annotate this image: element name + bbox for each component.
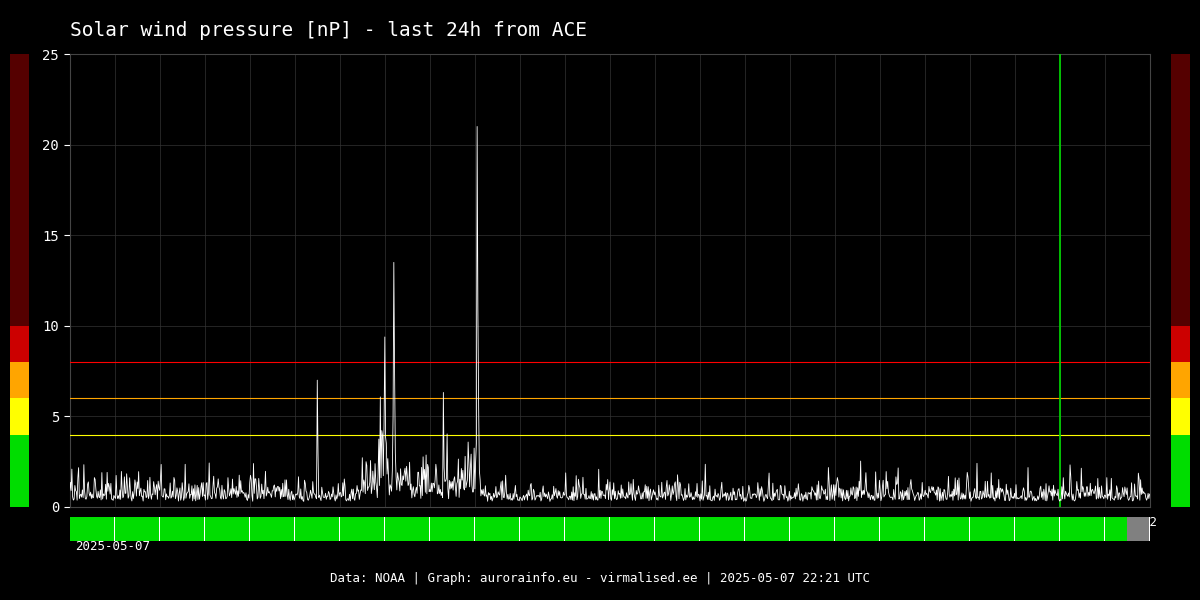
Text: Data: NOAA | Graph: aurorainfo.eu - virmalised.ee | 2025-05-07 22:21 UTC: Data: NOAA | Graph: aurorainfo.eu - virm…	[330, 572, 870, 585]
Text: Solar wind pressure [nP] - last 24h from ACE: Solar wind pressure [nP] - last 24h from…	[70, 21, 587, 40]
Text: 2025-05-07: 2025-05-07	[76, 540, 151, 553]
